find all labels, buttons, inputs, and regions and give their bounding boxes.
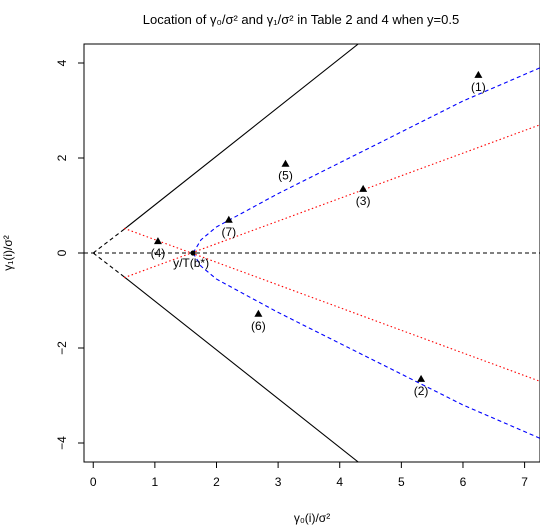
point-label-3: (3)	[356, 194, 371, 208]
line-dashed-8	[192, 67, 540, 254]
y-tick-label-1: −2	[55, 341, 69, 355]
point-label-2: (2)	[414, 384, 429, 398]
x-tick-label-0: 0	[90, 475, 97, 489]
point-marker-5	[281, 159, 290, 167]
point-label-7: (7)	[221, 225, 236, 239]
line-solid-2	[123, 276, 359, 462]
point-marker-4	[153, 237, 162, 245]
line-dashed-3	[92, 228, 125, 254]
point-label-4: (4)	[151, 246, 166, 260]
line-dashed-9	[192, 252, 540, 439]
line-dotted-6	[123, 227, 540, 382]
point-label-1: (1)	[471, 80, 486, 94]
x-axis-label: γ₀(i)/σ²	[294, 511, 330, 525]
point-marker-1	[474, 70, 483, 78]
point-marker-3	[359, 184, 368, 192]
x-tick-label-3: 3	[275, 475, 282, 489]
point-label-5: (5)	[278, 169, 293, 183]
data-points: (1) (2) (3) (4) (5) (6) (7) y/T(b*)	[151, 70, 486, 398]
x-axis: 0 1 2 3 4 5 6 7	[90, 462, 528, 489]
special-point-label: y/T(b*)	[173, 256, 209, 270]
point-marker-2	[417, 374, 426, 382]
y-tick-label-0: −4	[55, 436, 69, 450]
special-point-marker	[190, 250, 196, 256]
reference-lines	[84, 44, 540, 462]
y-tick-label-3: 2	[55, 154, 69, 161]
x-tick-label-4: 4	[336, 475, 343, 489]
point-label-6: (6)	[251, 319, 266, 333]
x-tick-label-7: 7	[521, 475, 528, 489]
chart-title: Location of γ₀/σ² and γ₁/σ² in Table 2 a…	[143, 12, 459, 27]
line-dashed-4	[92, 252, 125, 278]
line-solid-1	[123, 44, 359, 230]
y-axis-label: γ₁(i)/σ²	[1, 235, 15, 270]
point-marker-6	[254, 309, 263, 317]
x-tick-label-6: 6	[460, 475, 467, 489]
y-tick-label-2: 0	[55, 249, 69, 256]
y-tick-label-4: 4	[55, 59, 69, 66]
x-tick-label-1: 1	[152, 475, 159, 489]
line-dotted-7	[123, 124, 540, 279]
x-tick-label-5: 5	[398, 475, 405, 489]
x-tick-label-2: 2	[213, 475, 220, 489]
point-marker-7	[224, 215, 233, 223]
y-axis: −4 −2 0 2 4	[55, 59, 84, 450]
